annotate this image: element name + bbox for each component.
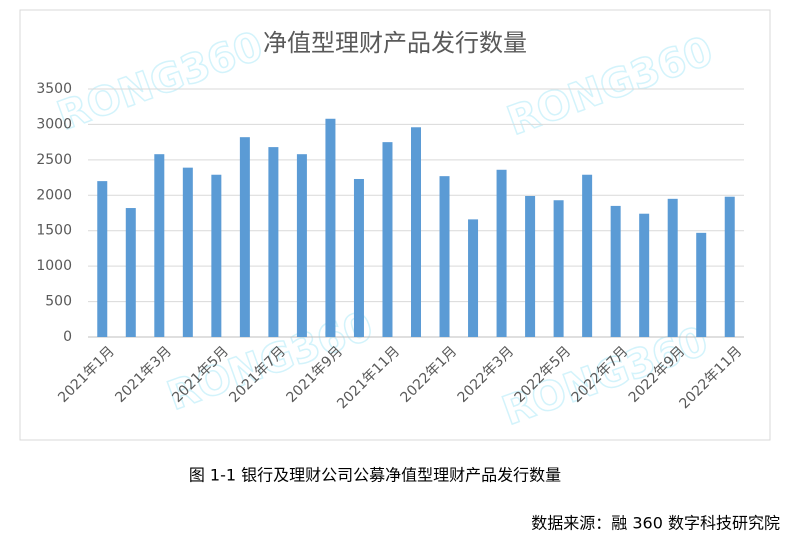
bar (325, 118, 336, 337)
bar (211, 174, 222, 337)
bar (353, 178, 364, 337)
bar (154, 154, 165, 337)
bar (411, 127, 421, 338)
bar (125, 208, 136, 337)
bar (724, 196, 735, 337)
y-tick-label: 2500 (36, 152, 72, 168)
bar (182, 167, 193, 337)
bar (525, 195, 536, 337)
y-tick-label: 3000 (36, 116, 72, 132)
bar (239, 137, 250, 337)
y-tick-label: 500 (45, 294, 72, 310)
chart-title: 净值型理财产品发行数量 (263, 29, 527, 57)
bar (97, 181, 108, 337)
bar (667, 198, 678, 337)
y-tick-label: 1000 (36, 258, 72, 274)
bar (610, 205, 621, 337)
bar (296, 154, 307, 337)
bar (582, 174, 593, 337)
bar (553, 200, 564, 337)
caption: 图 1-1 银行及理财公司公募净值型理财产品发行数量 (189, 466, 561, 485)
bar (382, 142, 393, 337)
bar (496, 169, 507, 337)
source: 数据来源：融 360 数字科技研究院 (531, 514, 780, 533)
y-tick-label: 1500 (36, 223, 72, 239)
y-tick-label: 3500 (36, 81, 72, 97)
bar (468, 219, 479, 337)
bar (639, 213, 650, 337)
bar (268, 147, 279, 337)
y-tick-label: 0 (63, 329, 72, 345)
bar (439, 176, 450, 337)
bar (696, 232, 707, 337)
y-tick-label: 2000 (36, 187, 72, 203)
